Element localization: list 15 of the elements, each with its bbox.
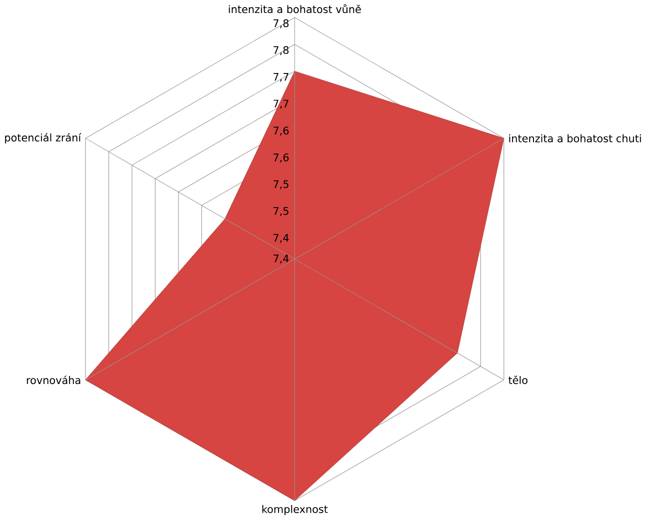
y-tick-label: 7,6 xyxy=(274,126,289,136)
y-tick-label: 7,8 xyxy=(274,46,289,55)
y-tick-label: 7,6 xyxy=(274,153,289,162)
spoke-label: intenzita a bohatost vůně xyxy=(228,4,361,14)
spoke-label: komplexnost xyxy=(262,504,328,515)
spoke-label: rovnováha xyxy=(26,375,80,384)
y-tick-label: 7,4 xyxy=(274,254,289,264)
y-tick-label: 7,5 xyxy=(274,207,288,216)
spoke-label: potenciál zrání xyxy=(5,132,82,144)
y-tick-label: 7,8 xyxy=(274,19,289,28)
spoke-label: intenzita a bohatost chuti xyxy=(509,134,641,142)
y-tick-label: 7,7 xyxy=(274,72,288,82)
y-tick-label: 7,5 xyxy=(274,180,288,190)
spoke-label: tělo xyxy=(508,376,528,384)
y-tick-label: 7,4 xyxy=(274,234,289,243)
